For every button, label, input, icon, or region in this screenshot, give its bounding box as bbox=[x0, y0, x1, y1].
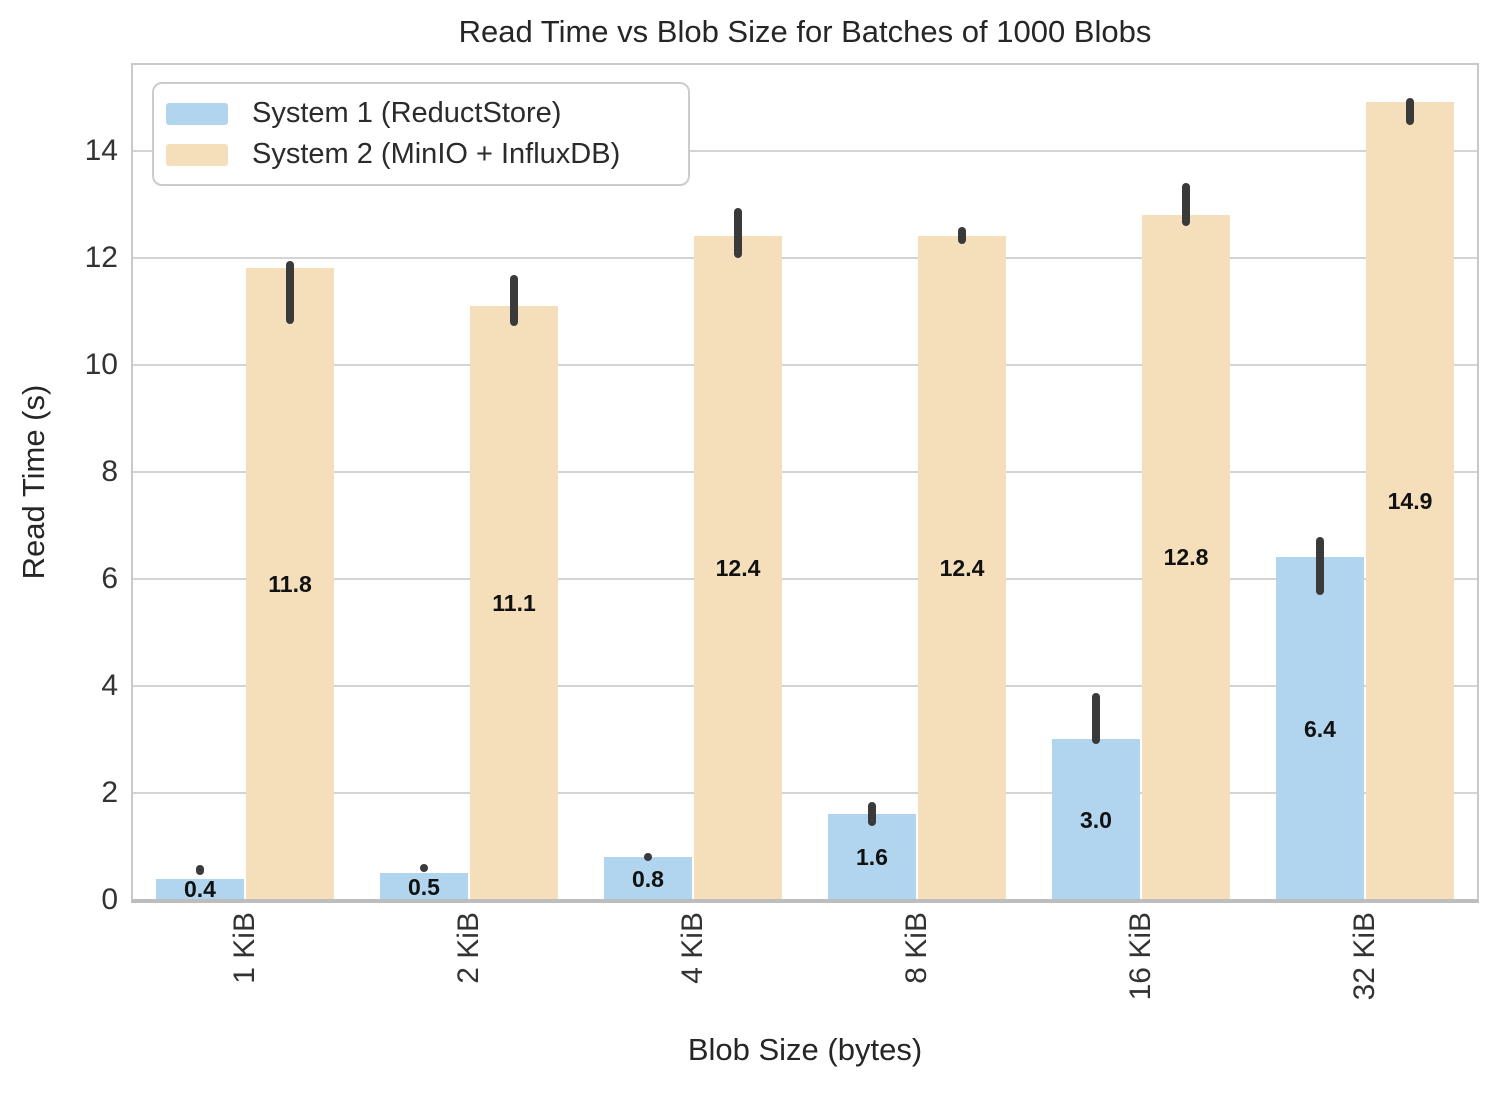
bar-system1 bbox=[828, 814, 916, 900]
bar-value-label: 0.4 bbox=[184, 876, 216, 903]
y-tick-label: 8 bbox=[101, 454, 118, 488]
x-tick-label: 8 KiB bbox=[900, 912, 933, 984]
y-tick-label: 12 bbox=[84, 240, 118, 274]
bar-value-label: 12.8 bbox=[1163, 544, 1209, 571]
bar-value-label: 14.9 bbox=[1387, 488, 1433, 515]
error-bar bbox=[420, 864, 428, 873]
legend-swatch-system2 bbox=[166, 143, 228, 166]
y-tick-label: 14 bbox=[84, 133, 118, 167]
bar-value-label: 12.4 bbox=[939, 555, 985, 582]
error-bar bbox=[644, 852, 652, 861]
legend-entry-system2: System 2 (MinIO + InfluxDB) bbox=[166, 134, 688, 175]
error-bar bbox=[510, 274, 518, 326]
chart-title: Read Time vs Blob Size for Batches of 10… bbox=[458, 14, 1152, 49]
bar-value-label: 3.0 bbox=[1080, 806, 1112, 833]
error-bar bbox=[1406, 97, 1414, 126]
bar-system2 bbox=[470, 305, 558, 900]
legend-swatch-system1 bbox=[166, 102, 228, 125]
error-bar bbox=[1092, 692, 1100, 744]
error-bar bbox=[868, 802, 876, 827]
y-tick-label: 10 bbox=[84, 347, 118, 381]
plot-area: 0.4 0.5 0.8 1.6 3.0 6.4 11.8 11.1 12.4 12.4 12.8 14… bbox=[133, 65, 1477, 902]
bar-system1 bbox=[156, 878, 244, 900]
gridline bbox=[133, 256, 1477, 259]
legend-entry-system1: System 1 (ReductStore) bbox=[166, 93, 688, 134]
legend: System 1 (ReductStore) System 2 (MinIO +… bbox=[152, 82, 690, 186]
x-tick-label: 1 KiB bbox=[228, 912, 261, 984]
error-bar bbox=[734, 207, 742, 258]
y-tick-label: 2 bbox=[101, 775, 118, 809]
bar-system2 bbox=[1366, 102, 1454, 900]
bar-value-label: 0.8 bbox=[632, 865, 664, 892]
gridline bbox=[133, 577, 1477, 580]
x-tick-label: 2 KiB bbox=[452, 912, 485, 984]
bar-system2 bbox=[918, 236, 1006, 900]
y-tick-label: 0 bbox=[101, 883, 118, 916]
error-bar bbox=[196, 864, 204, 875]
bar-value-label: 12.4 bbox=[715, 555, 761, 582]
y-tick-label: 4 bbox=[101, 668, 118, 702]
bar-value-label: 11.1 bbox=[492, 589, 536, 616]
bar-system2 bbox=[694, 236, 782, 900]
bar-system1 bbox=[380, 873, 468, 900]
bar-system1 bbox=[604, 857, 692, 900]
bar-system1 bbox=[1276, 557, 1364, 900]
error-bar bbox=[286, 260, 294, 324]
gridline bbox=[133, 684, 1477, 687]
error-bar bbox=[1182, 182, 1190, 226]
gridline bbox=[133, 363, 1477, 366]
x-tick-label: 32 KiB bbox=[1348, 912, 1381, 1001]
bar-system2 bbox=[1142, 214, 1230, 900]
gridline bbox=[133, 791, 1477, 794]
gridline bbox=[133, 149, 1477, 152]
bar-system2 bbox=[246, 268, 334, 900]
gridline bbox=[133, 470, 1477, 473]
x-tick-label: 4 KiB bbox=[676, 912, 709, 984]
error-bar bbox=[1316, 536, 1324, 595]
legend-label-system2: System 2 (MinIO + InfluxDB) bbox=[252, 138, 621, 170]
legend-label-system1: System 1 (ReductStore) bbox=[252, 97, 562, 129]
bar-system1 bbox=[1052, 739, 1140, 900]
bar-value-label: 1.6 bbox=[856, 844, 888, 871]
error-bar bbox=[958, 226, 966, 244]
y-tick-label: 6 bbox=[101, 561, 118, 595]
x-tick-label: 16 KiB bbox=[1124, 912, 1157, 1001]
bar-value-label: 11.8 bbox=[268, 571, 312, 598]
bar-value-label: 0.5 bbox=[408, 873, 440, 900]
bar-value-label: 6.4 bbox=[1304, 715, 1336, 742]
x-axis-label: Blob Size (bytes) bbox=[687, 1032, 923, 1067]
